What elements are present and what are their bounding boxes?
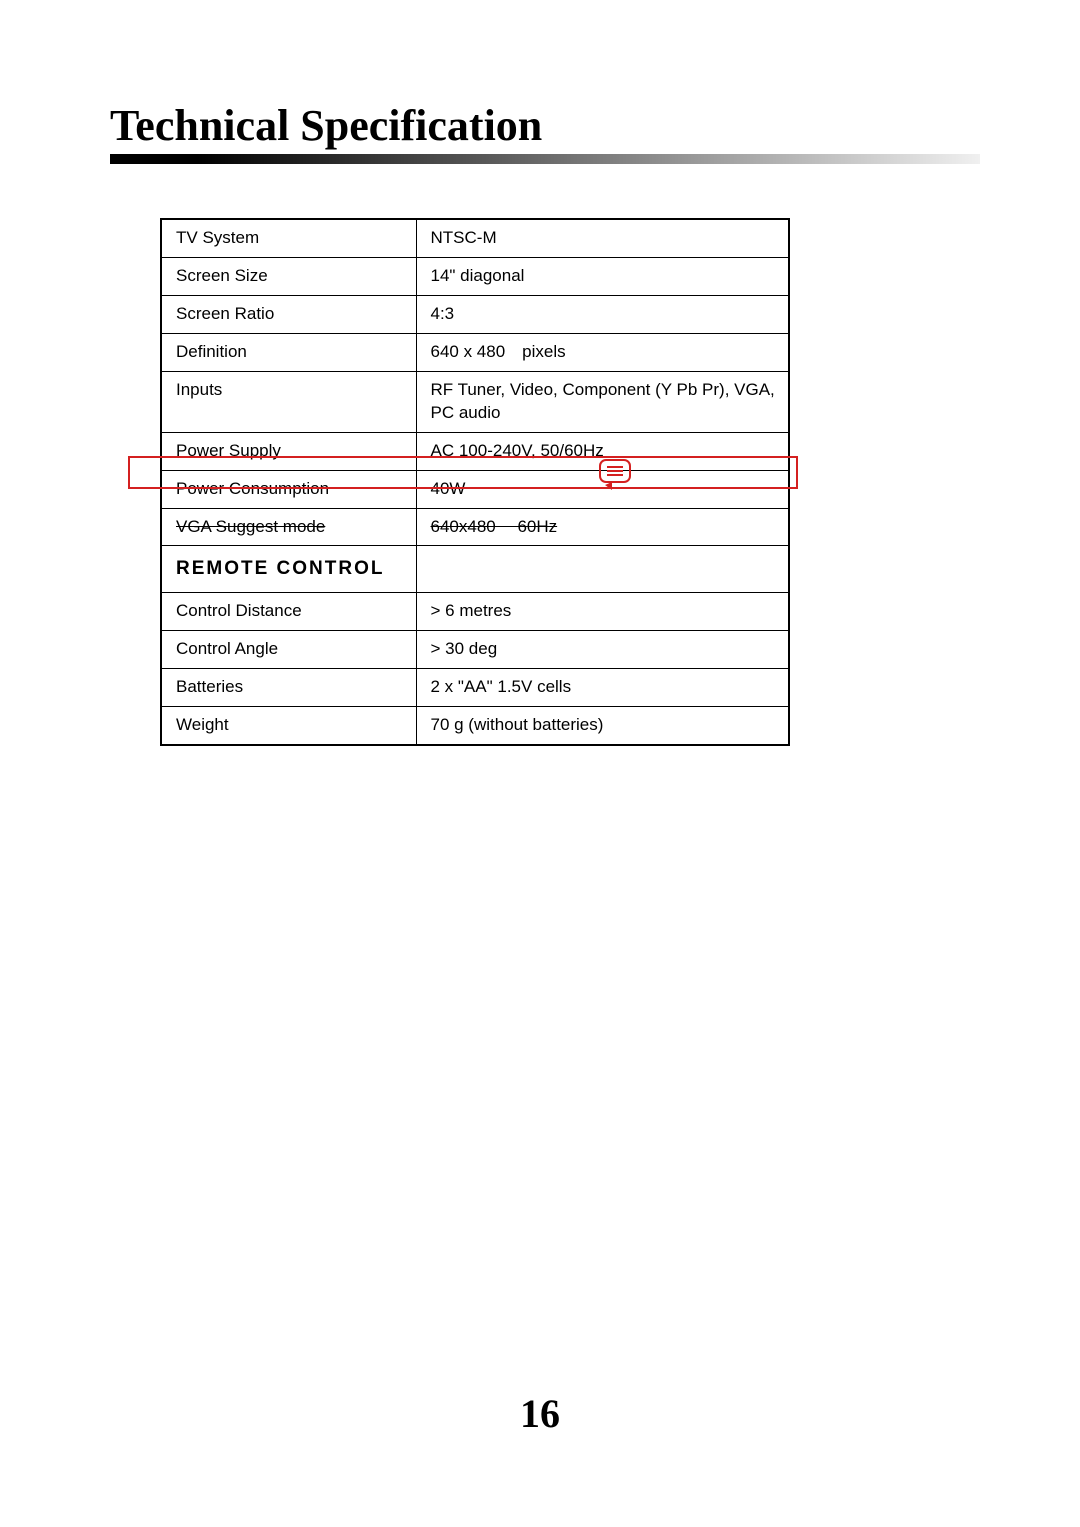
spec-label: Inputs xyxy=(176,380,222,399)
table-row: Inputs RF Tuner, Video, Component (Y Pb P… xyxy=(161,371,789,432)
spec-label-cell: Weight xyxy=(161,706,416,744)
spec-label: Screen Size xyxy=(176,266,268,285)
table-row: Definition 640 x 480 pixels xyxy=(161,333,789,371)
spec-value: AC 100-240V, 50/60Hz xyxy=(431,441,604,460)
spec-value: RF Tuner, Video, Component (Y Pb Pr), VG… xyxy=(431,380,775,422)
table-row: Power Consumption 40W xyxy=(161,470,789,508)
spec-value-cell: 640x480 60Hz xyxy=(416,508,789,546)
spec-label-cell: Definition xyxy=(161,333,416,371)
title-underline-gradient xyxy=(110,154,980,164)
spec-value-cell: 70 g (without batteries) xyxy=(416,706,789,744)
spec-value-cell: > 6 metres xyxy=(416,593,789,631)
spec-label: TV System xyxy=(176,228,259,247)
page: Technical Specification TV System NTSC-M S… xyxy=(0,0,1080,1527)
table-row: REMOTE CONTROL xyxy=(161,546,789,593)
spec-label-cell: Power Supply xyxy=(161,432,416,470)
section-header-cell: REMOTE CONTROL xyxy=(161,546,416,593)
spec-value-cell: 4:3 xyxy=(416,295,789,333)
spec-label-cell: Screen Ratio xyxy=(161,295,416,333)
spec-label: Definition xyxy=(176,342,247,361)
spec-label-cell: TV System xyxy=(161,219,416,257)
table-row: TV System NTSC-M xyxy=(161,219,789,257)
section-header-empty-cell xyxy=(416,546,789,593)
spec-label: Power Consumption xyxy=(176,479,329,498)
table-row: Screen Ratio 4:3 xyxy=(161,295,789,333)
spec-value: NTSC-M xyxy=(431,228,497,247)
spec-label-cell: Screen Size xyxy=(161,257,416,295)
spec-label: Power Supply xyxy=(176,441,281,460)
spec-table: TV SystemNTSC-MScreen Size14" diagonalSc… xyxy=(160,218,790,746)
spec-value: 2 x "AA" 1.5V cells xyxy=(431,677,572,696)
spec-value: > 30 deg xyxy=(431,639,498,658)
spec-value: 4:3 xyxy=(431,304,455,323)
spec-label-cell: Control Distance xyxy=(161,593,416,631)
spec-value: 40W xyxy=(431,479,466,498)
page-number: 16 xyxy=(0,1390,1080,1437)
table-row: Weight 70 g (without batteries) xyxy=(161,706,789,744)
table-row: Control Distance > 6 metres xyxy=(161,593,789,631)
spec-label: VGA Suggest mode xyxy=(176,517,325,536)
spec-value-cell: 640 x 480 pixels xyxy=(416,333,789,371)
table-row: Batteries 2 x "AA" 1.5V cells xyxy=(161,668,789,706)
spec-value-cell: AC 100-240V, 50/60Hz xyxy=(416,432,789,470)
spec-label-cell: Control Angle xyxy=(161,631,416,669)
spec-value-cell: 14" diagonal xyxy=(416,257,789,295)
spec-value-cell: 2 x "AA" 1.5V cells xyxy=(416,668,789,706)
spec-value: 14" diagonal xyxy=(431,266,525,285)
spec-label: Batteries xyxy=(176,677,243,696)
spec-table-body: TV SystemNTSC-MScreen Size14" diagonalSc… xyxy=(161,219,789,745)
table-row: Control Angle > 30 deg xyxy=(161,631,789,669)
page-title: Technical Specification xyxy=(110,100,542,151)
table-row: VGA Suggest mode 640x480 60Hz xyxy=(161,508,789,546)
spec-value-cell: RF Tuner, Video, Component (Y Pb Pr), VG… xyxy=(416,371,789,432)
table-row: Screen Size 14" diagonal xyxy=(161,257,789,295)
spec-label: Control Angle xyxy=(176,639,278,658)
spec-value: 70 g (without batteries) xyxy=(431,715,604,734)
spec-label: Weight xyxy=(176,715,229,734)
spec-value: 640x480 60Hz xyxy=(431,517,558,536)
spec-label: Control Distance xyxy=(176,601,302,620)
spec-value-cell: > 30 deg xyxy=(416,631,789,669)
spec-label: Screen Ratio xyxy=(176,304,274,323)
spec-label-cell: Power Consumption xyxy=(161,470,416,508)
table-row: Power Supply AC 100-240V, 50/60Hz xyxy=(161,432,789,470)
spec-label-cell: Batteries xyxy=(161,668,416,706)
spec-value: > 6 metres xyxy=(431,601,512,620)
spec-value: 640 x 480 pixels xyxy=(431,342,566,361)
spec-value-cell: NTSC-M xyxy=(416,219,789,257)
spec-value-cell: 40W xyxy=(416,470,789,508)
spec-label-cell: VGA Suggest mode xyxy=(161,508,416,546)
spec-label-cell: Inputs xyxy=(161,371,416,432)
